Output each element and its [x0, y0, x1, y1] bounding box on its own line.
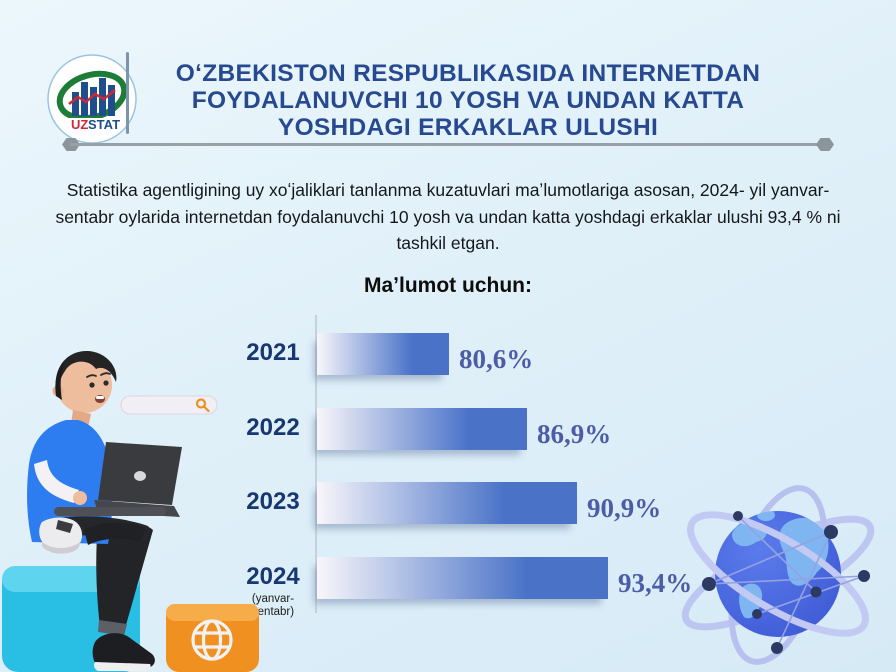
row-value: 90,9%	[587, 493, 662, 524]
row-note: (yanvar-sentabr)	[251, 593, 295, 619]
laptop	[94, 442, 182, 517]
row-label: 2024 (yanvar-sentabr)	[241, 564, 305, 619]
row-label: 2022	[241, 413, 305, 441]
row-label: 2023	[241, 489, 305, 515]
globe-icon	[191, 619, 233, 661]
title-line-3: YOSHDAGI ERKAKLAR ULUSHI	[277, 114, 659, 141]
bar-chart-icon	[56, 70, 128, 122]
row-bar	[317, 333, 449, 375]
network-lines	[708, 515, 865, 649]
trend-line-icon	[68, 89, 116, 105]
row-year: 2023	[246, 488, 300, 516]
orange-cube	[166, 604, 259, 672]
row-value: 86,9%	[537, 418, 612, 449]
row-bar	[317, 482, 577, 525]
separator-rule	[62, 138, 834, 151]
chart-row: 2022 86,9%	[246, 407, 735, 450]
network-nodes	[702, 511, 870, 654]
row-label: 2021	[241, 340, 305, 366]
chart-row: 2024 (yanvar-sentabr) 93,4%	[246, 557, 735, 618]
row-bar	[317, 407, 527, 450]
row-value: 93,4%	[618, 568, 693, 599]
person-laptop-illustration	[2, 350, 259, 672]
page-title: OʻZBEKISTON RESPUBLIKASIDA INTERNETDAN F…	[118, 60, 818, 141]
globe-network-illustration	[681, 485, 875, 665]
bar-chart: 2021 80,6% 2022 86,9% 2023 90,9% 2024 (yanvar-s…	[246, 315, 735, 618]
rule-endpoint-right	[816, 138, 834, 151]
person	[27, 350, 182, 671]
chart-axis-line	[315, 315, 317, 613]
logo-text-stat: STAT	[88, 117, 120, 132]
intro-text: Statistika agentligining uy xoʻjaliklari…	[55, 180, 841, 253]
header-divider	[126, 52, 129, 134]
row-year: 2022	[246, 413, 300, 441]
chart-row: 2021 80,6%	[246, 333, 735, 375]
title-line-2: FOYDALANUVCHI 10 YOSH VA UNDAN KATTA	[191, 87, 745, 114]
chart-heading: Maʼlumot uchun:	[364, 274, 532, 297]
row-year: 2024	[246, 563, 300, 591]
chart-row: 2023 90,9%	[246, 482, 735, 525]
row-year: 2021	[246, 339, 300, 366]
search-icon	[195, 398, 210, 413]
row-value: 80,6%	[459, 344, 534, 374]
title-line-1: OʻZBEKISTON RESPUBLIKASIDA INTERNETDAN	[175, 60, 761, 87]
orbit-ring-front	[687, 511, 869, 637]
search-bar	[120, 395, 218, 415]
uzstat-logo: UZ STAT	[47, 54, 137, 144]
row-bar	[317, 557, 608, 600]
logo-text-uz: UZ	[71, 117, 88, 132]
